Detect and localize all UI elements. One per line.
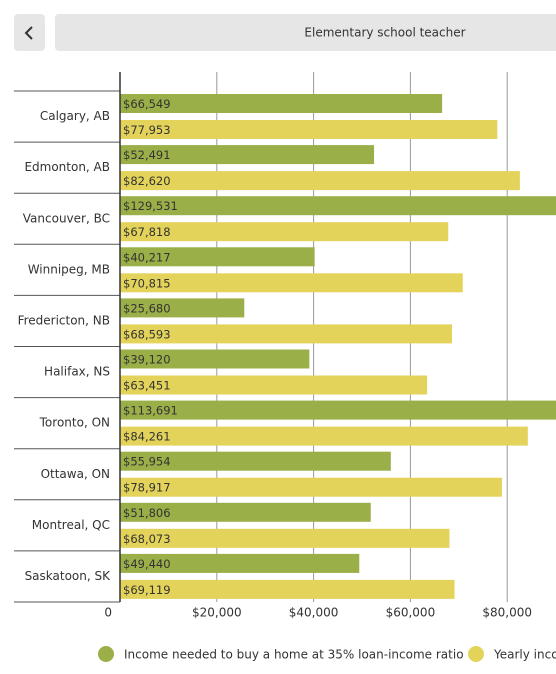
bar xyxy=(120,120,498,139)
bar xyxy=(120,375,428,395)
value-label: $25,680 xyxy=(123,301,171,315)
legend-label: Income needed to buy a home at 35% loan-… xyxy=(124,648,464,662)
x-tick-label: $80,000 xyxy=(482,606,532,620)
y-tick-label: Edmonton, AB xyxy=(24,160,110,174)
bar xyxy=(120,477,502,497)
x-tick-label: $20,000 xyxy=(192,606,242,620)
value-label: $68,073 xyxy=(123,532,171,546)
y-tick-label: Calgary, AB xyxy=(40,109,110,123)
x-tick-label: 0 xyxy=(104,606,112,620)
bar xyxy=(120,349,310,369)
value-label: $70,815 xyxy=(123,276,171,290)
value-label: $69,119 xyxy=(123,583,171,597)
y-tick-label: Fredericton, NB xyxy=(18,313,110,327)
value-label: $51,806 xyxy=(123,506,171,520)
y-tick-label: Halifax, NS xyxy=(44,365,110,379)
y-tick-label: Saskatoon, SK xyxy=(25,569,112,583)
x-tick-label: $40,000 xyxy=(289,606,339,620)
value-label: $113,691 xyxy=(123,404,178,418)
bar xyxy=(120,553,360,573)
bar xyxy=(120,324,452,344)
y-tick-label: Toronto, ON xyxy=(39,416,110,430)
bar xyxy=(120,451,391,471)
back-icon xyxy=(24,26,33,40)
y-tick-label: Vancouver, BC xyxy=(23,211,110,225)
legend-swatch xyxy=(468,646,484,662)
value-label: $82,620 xyxy=(123,174,171,188)
bar xyxy=(120,528,450,548)
header-bar xyxy=(55,14,556,51)
value-label: $129,531 xyxy=(123,199,178,213)
bar xyxy=(120,502,371,522)
bar xyxy=(120,298,245,318)
bar xyxy=(120,145,375,165)
value-label: $52,491 xyxy=(123,148,171,162)
bar xyxy=(120,273,463,293)
bar xyxy=(120,579,455,599)
bar xyxy=(120,247,315,267)
value-label: $39,120 xyxy=(123,353,171,367)
bar xyxy=(120,222,449,242)
bar xyxy=(120,171,520,191)
value-label: $68,593 xyxy=(123,327,171,341)
y-tick-label: Ottawa, ON xyxy=(41,467,110,481)
legend-swatch xyxy=(98,646,114,662)
value-label: $63,451 xyxy=(123,379,171,393)
value-label: $66,549 xyxy=(123,97,171,111)
y-tick-label: Montreal, QC xyxy=(32,518,110,532)
bar xyxy=(120,196,556,216)
bar xyxy=(120,400,556,420)
value-label: $67,818 xyxy=(123,225,171,239)
bar xyxy=(120,94,443,113)
value-label: $78,917 xyxy=(123,481,171,495)
back-button[interactable] xyxy=(14,14,45,51)
x-tick-label: $60,000 xyxy=(386,606,436,620)
value-label: $49,440 xyxy=(123,557,171,571)
value-label: $77,953 xyxy=(123,123,171,137)
value-label: $55,954 xyxy=(123,455,171,469)
value-label: $40,217 xyxy=(123,250,171,264)
bar xyxy=(120,426,528,446)
y-tick-label: Winnipeg, MB xyxy=(28,262,110,276)
header-title: Elementary school teacher xyxy=(304,26,465,40)
value-label: $84,261 xyxy=(123,430,171,444)
legend-label: Yearly income xyxy=(493,648,556,662)
